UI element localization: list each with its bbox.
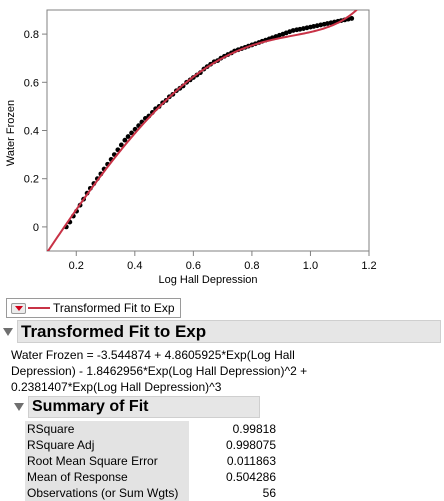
summary-of-fit-table: RSquare 0.99818 RSquare Adj 0.998075 Root Me…	[25, 421, 279, 501]
fit-line	[47, 10, 359, 251]
fit-equation: Water Frozen = -3.544874 + 4.8605925*Exp…	[11, 348, 308, 394]
summary-row-value: 0.011863	[189, 453, 279, 469]
summary-row-value: 0.504286	[189, 469, 279, 485]
y-tick-label: 0.6	[24, 77, 39, 89]
summary-row-value: 0.998075	[189, 437, 279, 453]
fit-outline-header[interactable]: Transformed Fit to Exp	[3, 320, 441, 343]
summary-row: Root Mean Square Error 0.011863	[25, 453, 279, 469]
fit-title: Transformed Fit to Exp	[21, 321, 207, 341]
data-point	[125, 134, 131, 139]
summary-row-value: 56	[189, 485, 279, 501]
data-point	[129, 130, 134, 136]
legend: Transformed Fit to Exp	[6, 298, 181, 318]
x-axis-label: Log Hall Depression	[158, 274, 257, 286]
x-tick-label: 0.4	[127, 260, 142, 272]
legend-menu-button[interactable]	[11, 302, 26, 314]
summary-row-label: RSquare	[25, 421, 189, 437]
y-axis-label: Water Frozen	[5, 100, 17, 166]
summary-row: Observations (or Sum Wgts) 56	[25, 485, 279, 501]
summary-row-value: 0.99818	[189, 421, 279, 437]
y-tick-label: 0.2	[24, 174, 39, 186]
summary-outline-header[interactable]: Summary of Fit	[14, 396, 260, 418]
legend-line-swatch	[28, 307, 50, 309]
data-point	[118, 142, 124, 148]
summary-row: RSquare Adj 0.998075	[25, 437, 279, 453]
x-tick-label: 1.2	[361, 260, 376, 272]
y-tick-label: 0.4	[24, 126, 39, 138]
x-tick-label: 0.2	[69, 260, 84, 272]
x-tick-label: 1.0	[303, 260, 318, 272]
y-tick-label: 0	[33, 222, 39, 234]
disclosure-triangle-icon[interactable]	[3, 327, 13, 336]
summary-title: Summary of Fit	[32, 398, 149, 415]
x-tick-label: 0.6	[186, 260, 201, 272]
legend-label: Transformed Fit to Exp	[53, 301, 175, 315]
x-tick-label: 0.8	[244, 260, 259, 272]
data-point	[122, 137, 128, 143]
dropdown-triangle-icon	[14, 305, 23, 311]
data-point	[349, 16, 355, 21]
summary-row-label: RSquare Adj	[25, 437, 189, 453]
plot-area-frame	[46, 9, 370, 252]
summary-row-label: Root Mean Square Error	[25, 453, 189, 469]
chart: Water Frozen 0 0.2 0.4 0.6 0.8 0.2 0.4 0.6 0.8 1…	[5, 9, 377, 286]
summary-row: Mean of Response 0.504286	[25, 469, 279, 485]
y-tick-label: 0.8	[24, 29, 39, 41]
summary-row: RSquare 0.99818	[25, 421, 279, 437]
summary-row-label: Observations (or Sum Wgts)	[25, 485, 189, 501]
disclosure-triangle-icon[interactable]	[14, 403, 24, 411]
summary-row-label: Mean of Response	[25, 469, 189, 485]
